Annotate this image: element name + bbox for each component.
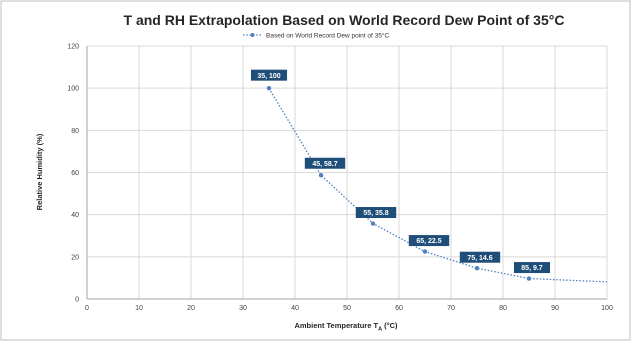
data-label-box: [355, 207, 397, 219]
legend-marker: [250, 33, 255, 37]
x-tick-label: 50: [343, 305, 351, 312]
x-tick-label: 80: [499, 305, 507, 312]
y-axis-title: Relative Humidity (%): [35, 133, 44, 210]
data-label: 75, 14.6: [467, 255, 492, 262]
x-tick-label: 0: [85, 305, 89, 312]
x-tick-label: 10: [135, 305, 143, 312]
x-axis-title: Ambient Temperature TA (°C): [294, 321, 398, 333]
data-labels: 35, 100 45, 58.7 55, 35.8 65, 22.5 75, 14.6 8…: [250, 69, 551, 274]
x-axis-title-sub: A: [378, 327, 382, 333]
y-tick-label: 80: [71, 128, 79, 135]
data-label-box: [304, 157, 346, 169]
tick-labels: 0 10 20 30 40 50 60 70 80 90 100 0 20 40 60 80 100 120: [67, 44, 613, 313]
data-point: [526, 276, 532, 281]
data-label-box: [408, 235, 450, 247]
x-tick-label: 90: [551, 305, 559, 312]
data-label-box: [513, 262, 551, 274]
y-tick-label: 120: [67, 44, 79, 51]
y-tick-label: 100: [67, 86, 79, 93]
x-axis-title-unit: (°C): [382, 321, 398, 330]
axes: [86, 46, 607, 300]
legend-label: Based on World Record Dew point of 35°C: [266, 32, 389, 40]
data-point: [266, 85, 272, 91]
data-point: [318, 173, 324, 178]
series-line: [268, 87, 608, 283]
chart-title: T and RH Extrapolation Based on World Re…: [124, 12, 565, 28]
data-label: 55, 35.8: [363, 210, 388, 217]
x-tick-label: 60: [395, 305, 403, 312]
data-label-box: [459, 251, 501, 263]
data-point: [370, 221, 376, 226]
x-axis-title-main: Ambient Temperature T: [294, 321, 378, 330]
y-tick-label: 60: [71, 170, 79, 177]
x-tick-label: 30: [239, 305, 247, 312]
x-tick-label: 40: [291, 305, 299, 312]
data-point: [474, 266, 480, 271]
x-tick-label: 100: [601, 305, 613, 312]
data-label-box: [250, 69, 288, 81]
x-tick-label: 70: [447, 305, 455, 312]
x-tick-label: 20: [187, 305, 195, 312]
data-point: [422, 249, 428, 254]
y-tick-label: 40: [71, 212, 79, 219]
data-label: 65, 22.5: [416, 238, 441, 245]
y-tick-label: 0: [75, 297, 79, 304]
gridlines: [87, 45, 608, 299]
y-tick-label: 20: [71, 254, 79, 261]
data-label: 35, 100: [257, 73, 280, 80]
legend: Based on World Record Dew point of 35°C: [243, 32, 389, 40]
data-label: 85, 9.7: [521, 265, 543, 272]
data-label: 45, 58.7: [312, 161, 337, 168]
series: [266, 85, 608, 283]
